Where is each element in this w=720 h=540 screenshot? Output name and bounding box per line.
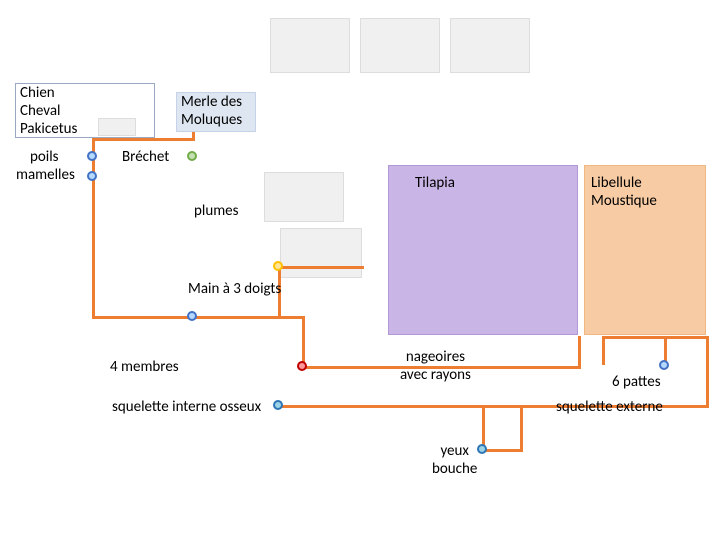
trait-yeux-bouche: yeux bouche [432,442,477,478]
tree-node [87,171,97,181]
trait-mamelles: mamelles [16,166,75,184]
trait-6pattes: 6 pattes [612,373,661,391]
tree-line [92,138,192,141]
tree-node [273,400,283,410]
tree-line [602,336,706,339]
evolution-image-3 [450,18,530,73]
tree-node [477,444,487,454]
tree-line [92,138,95,316]
tree-line [602,336,605,365]
tree-line [520,405,523,452]
tree-node [297,361,307,371]
pakicetus-image [98,118,136,136]
trait-4membres: 4 membres [110,358,179,376]
trait-plumes: plumes [194,202,239,220]
insect-moustique: Moustique [585,192,705,210]
trait-squelette-interne: squelette interne osseux [112,398,261,416]
tree-line [278,266,364,269]
tree-node [659,360,669,370]
evolution-image-2 [360,18,440,73]
trait-brechet: Bréchet [122,148,169,166]
tree-line [192,132,195,141]
tree-node [87,151,97,161]
fish-tilapia: Tilapia [389,166,577,192]
bird-line1: Merle des [177,93,255,111]
trait-nageoires: nageoires avec rayons [400,348,471,384]
insect-box: Libellule Moustique [584,165,706,335]
tree-line [482,449,520,452]
evolution-image-1 [270,18,350,73]
tree-line [278,405,482,408]
tree-node [187,311,197,321]
trait-poils: poils [30,148,59,166]
trait-squelette-externe: squelette externe [556,398,663,416]
tree-node [187,151,197,161]
tree-line [706,336,709,408]
tree-node [273,261,283,271]
trait-main3doigts: Main à 3 doigts [188,280,281,298]
mammal-chien: Chien [16,84,154,102]
bird-box: Merle des Moluques [176,92,256,132]
bird-line2: Moluques [177,111,255,129]
tree-line [578,336,581,369]
dinosaur-image [280,228,362,278]
archaeopteryx-image [264,172,344,222]
insect-libellule: Libellule [585,166,705,192]
fish-box: Tilapia [388,165,578,335]
tree-line [92,316,302,319]
